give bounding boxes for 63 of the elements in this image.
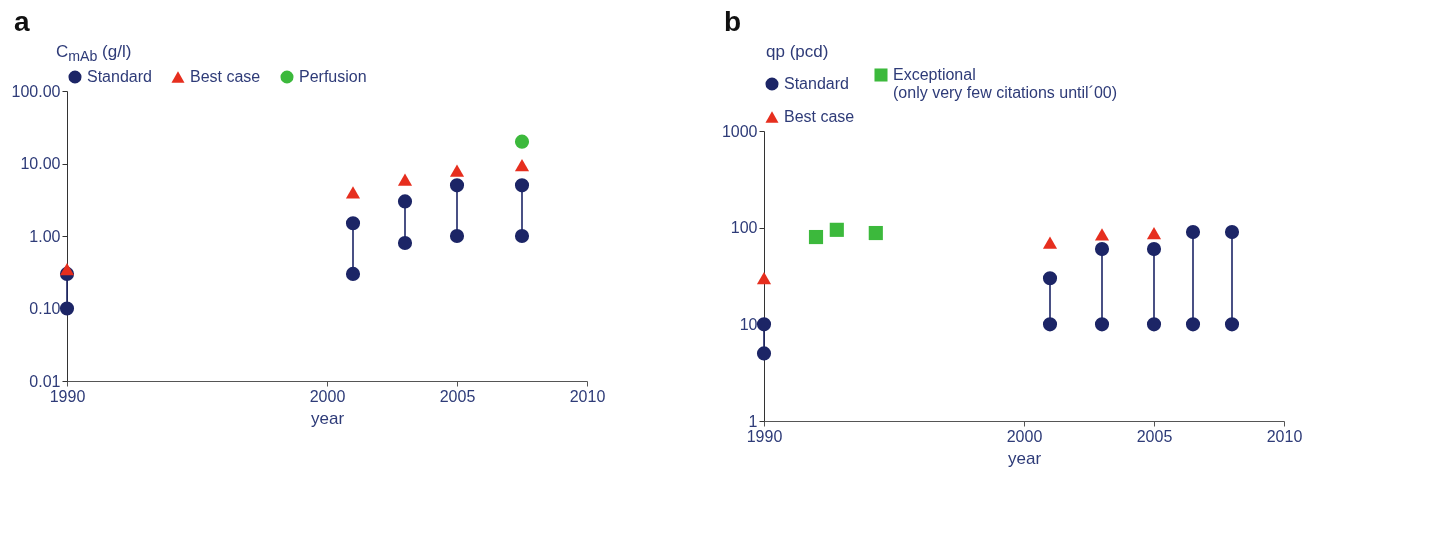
point — [397, 236, 413, 251]
point — [449, 229, 465, 244]
point — [1224, 317, 1240, 332]
x-tick-label: 2010 — [1266, 427, 1303, 445]
x-tick-label: 2000 — [309, 387, 346, 405]
x-tick-label: 1990 — [746, 427, 783, 445]
y-tick-label: 1 — [748, 412, 758, 430]
legend-label: Exceptional (only very few citations until´00) — [893, 66, 1118, 101]
y-tick-label: 0.10 — [29, 300, 61, 318]
chart-title: a — [14, 6, 31, 38]
y-tick-label: 10 — [739, 315, 758, 333]
point — [1042, 271, 1058, 286]
x-tick-label: 2000 — [1006, 427, 1043, 445]
x-tick-label: 1990 — [49, 387, 86, 405]
point — [514, 178, 530, 193]
point — [1094, 228, 1110, 241]
x-tick-label: 2005 — [439, 387, 476, 405]
point — [345, 186, 361, 199]
y-axis-title: C$_{mAb}$ (g/l) — [56, 42, 133, 65]
x-tick-label: 2010 — [569, 387, 606, 405]
x-axis-title: year — [310, 408, 345, 428]
point — [397, 194, 413, 209]
point — [756, 317, 772, 332]
point — [1146, 317, 1162, 332]
legend-label: Standard — [87, 68, 152, 86]
point — [1146, 226, 1162, 240]
x-axis-title: year — [1007, 448, 1042, 468]
point — [1042, 236, 1058, 249]
point — [514, 229, 530, 244]
point — [345, 216, 361, 231]
point — [1146, 242, 1162, 257]
point — [1224, 225, 1240, 240]
point — [397, 173, 413, 187]
y-tick-label: 100.00 — [11, 82, 61, 100]
point — [514, 159, 530, 172]
point — [449, 164, 465, 178]
point — [449, 178, 465, 193]
point — [514, 135, 530, 150]
point — [1185, 225, 1201, 240]
point — [756, 346, 772, 361]
legend-label: Perfusion — [299, 68, 367, 86]
point — [1185, 317, 1201, 332]
point — [808, 229, 824, 245]
point — [59, 263, 75, 276]
y-tick-label: 1000 — [721, 122, 758, 140]
point — [1094, 242, 1110, 257]
chart-title: b — [724, 6, 743, 38]
y-tick-label: 1.00 — [29, 227, 61, 245]
point — [868, 225, 883, 241]
point — [345, 267, 361, 282]
point — [59, 301, 75, 316]
legend-label: Best case — [784, 108, 855, 125]
legend-label: Best case — [190, 68, 261, 86]
point — [1042, 317, 1058, 332]
y-tick-label: 100 — [730, 219, 758, 237]
x-tick-label: 2005 — [1136, 427, 1173, 445]
point — [829, 222, 844, 237]
point — [756, 272, 772, 285]
y-tick-label: 10.00 — [20, 155, 61, 173]
legend-label: Standard — [784, 75, 849, 92]
y-tick-label: 0.01 — [29, 372, 61, 390]
point — [1094, 317, 1110, 332]
y-axis-title: qp (pcd) — [766, 42, 830, 62]
